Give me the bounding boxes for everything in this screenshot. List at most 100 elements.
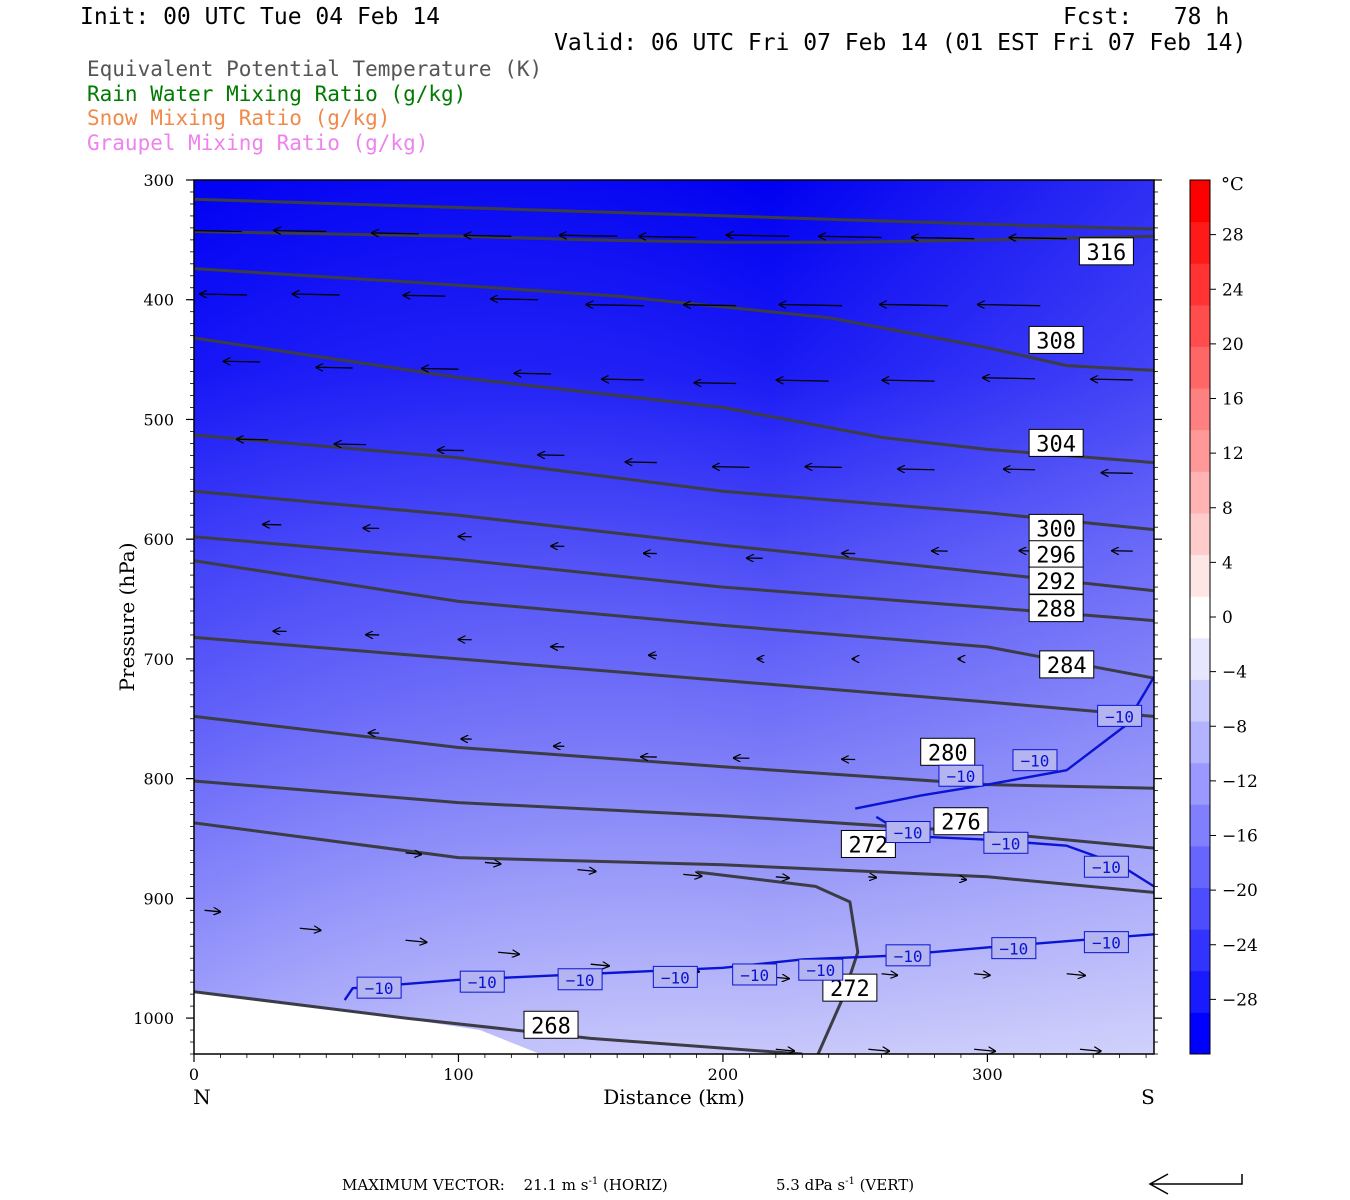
- wind-vector: [983, 378, 1036, 379]
- wind-vector: [299, 928, 321, 930]
- max-vector-prefix: MAXIMUM VECTOR:: [342, 1176, 505, 1194]
- plot-frame: [193, 179, 1155, 1055]
- svg-text:5.3 dPa s-1 (VERT): 5.3 dPa s-1 (VERT): [776, 1176, 914, 1194]
- theta-e-label-304: 304: [1028, 428, 1084, 457]
- legend-graupel: Graupel Mixing Ratio (g/kg): [87, 131, 429, 155]
- theta-e-contour-312: [194, 230, 1154, 244]
- wind-vector: [1091, 379, 1133, 380]
- temperature-shading-overlay: [194, 180, 1154, 1054]
- x-tick-label: 300: [972, 1065, 1003, 1084]
- wind-vector: [237, 439, 269, 440]
- colorbar-segment: [1190, 721, 1210, 764]
- wind-vector: [912, 237, 975, 238]
- wind-vector: [683, 874, 701, 876]
- temperature-label: −10: [557, 968, 603, 991]
- max-vector-vert: 5.3 dPa s: [776, 1176, 845, 1194]
- terrain-below-ground: [194, 992, 540, 1054]
- theta-e-label-316: 316: [1078, 237, 1134, 266]
- wind-vector: [806, 467, 842, 468]
- legend-theta-e: Equivalent Potential Temperature (K): [87, 57, 543, 81]
- colorbar-segment: [1190, 221, 1210, 264]
- temperature-label-text: −10: [1092, 934, 1121, 953]
- wind-vector: [961, 879, 966, 880]
- theta-e-label-276: 276: [933, 807, 989, 836]
- wind-vector: [1079, 1049, 1101, 1051]
- theta-e-contour-272: [194, 821, 1154, 894]
- max-vector-arrow: [1148, 1173, 1243, 1195]
- temperature-label-text: −10: [894, 947, 923, 966]
- wind-vector: [405, 853, 422, 855]
- colorbar-label: −16: [1222, 827, 1258, 847]
- theta-e-label-292: 292: [1028, 566, 1084, 595]
- colorbar-label: −4: [1222, 663, 1247, 683]
- temperature-label-text: −10: [999, 940, 1028, 959]
- wind-vector: [577, 870, 595, 872]
- temperature-label: −10: [356, 976, 402, 999]
- colorbar-segment: [1190, 929, 1210, 972]
- colorbar: 28 24 20 16 12 8 4 0 −4 −8 −12 −16 −20 −24 −28: [1189, 179, 1258, 1055]
- colorbar-segment: [1190, 679, 1210, 722]
- max-vector-vert-exp: -1: [845, 1176, 855, 1187]
- x-tick-label: 0: [189, 1065, 199, 1084]
- wind-vector: [881, 974, 898, 976]
- temperature-label: −10: [1083, 931, 1129, 954]
- colorbar-segment: [1190, 1012, 1210, 1055]
- temperature-label: −10: [938, 764, 984, 787]
- temperature-label-text: −10: [661, 968, 690, 987]
- theta-e-label-text: 300: [1036, 517, 1076, 542]
- wind-vector: [626, 462, 657, 463]
- temperature-label-box: [1012, 749, 1058, 772]
- theta-e-label-288: 288: [1028, 594, 1084, 623]
- wind-vector: [438, 450, 464, 451]
- theta-e-contour-308: [194, 267, 1154, 372]
- colorbar-label: 28: [1222, 226, 1244, 246]
- y-tick-label: 300: [143, 171, 174, 190]
- temperature-label-box: [885, 821, 931, 844]
- colorbar-label: −20: [1222, 881, 1258, 901]
- max-vector-footer: MAXIMUM VECTOR: 21.1 m s-1 (HORIZ) 5.3 d…: [342, 1173, 1243, 1195]
- temperature-label-text: −10: [1021, 752, 1050, 771]
- theta-e-label-box: [1028, 566, 1084, 595]
- colorbar-label: 4: [1222, 553, 1233, 573]
- wind-vector: [316, 367, 353, 368]
- colorbar-segment: [1190, 762, 1210, 805]
- theta-e-label-284: 284: [1039, 650, 1095, 679]
- temperature-label-box: [991, 937, 1037, 960]
- wind-vector: [713, 467, 750, 468]
- wind-vector: [868, 877, 876, 878]
- temperature-label-text: −10: [566, 971, 595, 990]
- wind-vector: [335, 444, 366, 445]
- theta-e-label-308: 308: [1028, 325, 1084, 354]
- temperature-label: −10: [885, 944, 931, 967]
- temperature-label: −10: [983, 831, 1029, 854]
- colorbar-segment: [1190, 554, 1210, 597]
- theta-e-label-text: 268: [531, 1014, 571, 1039]
- theta-e-label-272: 272: [840, 829, 896, 858]
- colorbar-segment: [1190, 845, 1210, 889]
- wind-vector: [590, 964, 609, 966]
- wind-vector: [1010, 238, 1067, 239]
- colorbar-label: 20: [1222, 335, 1244, 355]
- wind-vector: [1004, 469, 1036, 470]
- colorbar-label: −28: [1222, 990, 1258, 1010]
- wind-vector: [405, 940, 427, 942]
- temperature-label-box: [1083, 931, 1129, 954]
- temperature-label: −10: [885, 821, 931, 844]
- wind-vector: [515, 373, 552, 374]
- theta-e-label-box: [1078, 237, 1134, 266]
- x-tick-label: 100: [443, 1065, 474, 1084]
- temperature-label-box: [459, 970, 505, 993]
- theta-e-contour-276: [194, 779, 1154, 850]
- theta-e-label-text: 276: [941, 811, 981, 836]
- wind-vector: [780, 305, 842, 306]
- colorbar-segment: [1190, 471, 1210, 514]
- temperature-label-box: [798, 958, 844, 981]
- temperature-label: −10: [1097, 704, 1143, 727]
- temperature-label-text: −10: [991, 834, 1020, 853]
- theta-e-label-text: 288: [1036, 598, 1076, 623]
- wind-vector: [204, 910, 221, 912]
- colorbar-label: 8: [1222, 499, 1233, 519]
- wind-vector: [372, 233, 419, 234]
